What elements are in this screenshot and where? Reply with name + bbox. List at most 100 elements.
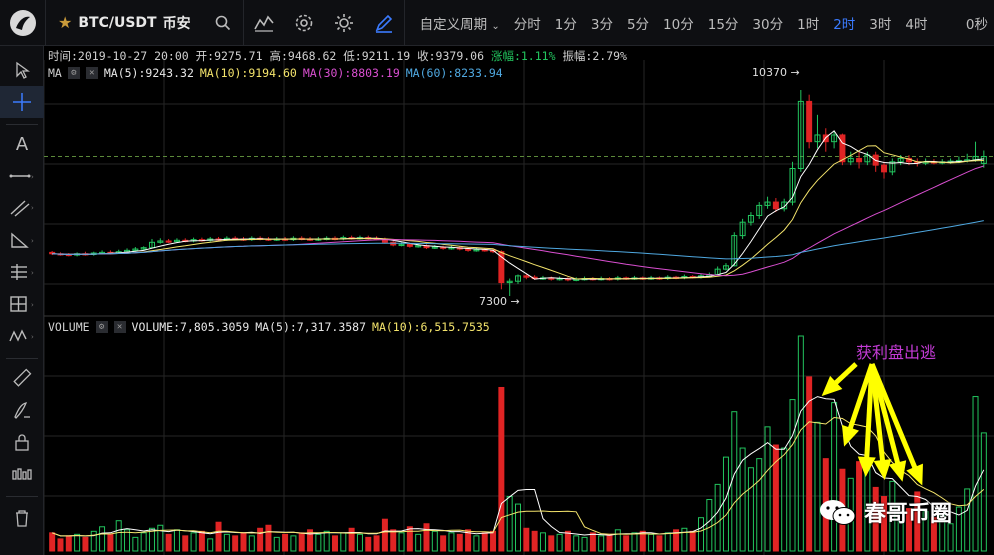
- volume-bar: [581, 536, 588, 552]
- volume-bar: [564, 530, 571, 552]
- candle: [764, 201, 771, 206]
- visibility-icon[interactable]: [0, 458, 44, 490]
- volume-bar: [157, 524, 164, 552]
- svg-text:›: ›: [31, 237, 34, 245]
- symbol-selector[interactable]: ★ BTC/USDT 币安: [46, 0, 203, 46]
- candle: [132, 248, 139, 251]
- channel-tool-icon[interactable]: ›: [0, 192, 44, 224]
- theme-icon[interactable]: [324, 0, 364, 46]
- volume-bar: [739, 447, 746, 552]
- volume-bar: [265, 524, 272, 552]
- volume-bar: [132, 536, 139, 552]
- fibonacci-tool-icon[interactable]: ›: [0, 256, 44, 288]
- candle: [431, 246, 438, 249]
- volume-bar: [182, 535, 189, 552]
- volume-bar: [722, 456, 729, 552]
- volume-bar: [406, 526, 413, 552]
- candle: [797, 100, 804, 170]
- volume-bar: [506, 495, 513, 552]
- logo-icon[interactable]: [0, 0, 46, 46]
- period-button[interactable]: 15分: [707, 16, 739, 33]
- wave-tool-icon[interactable]: ›: [0, 320, 44, 352]
- volume-bar: [972, 396, 979, 552]
- candle: [856, 157, 863, 163]
- volume-bar: [589, 532, 596, 552]
- price-chart[interactable]: [44, 46, 994, 555]
- brush-icon[interactable]: [0, 394, 44, 426]
- candle: [140, 247, 147, 250]
- close-icon[interactable]: ✕: [85, 67, 98, 79]
- volume-bar: [531, 530, 538, 552]
- chevron-down-icon: ⌄: [491, 20, 500, 32]
- volume-bar: [298, 532, 305, 552]
- triangle-tool-icon[interactable]: ›: [0, 224, 44, 256]
- candle: [157, 240, 164, 243]
- lock-icon[interactable]: [0, 426, 44, 458]
- annotation-text: 获利盘出逃: [856, 343, 937, 362]
- ohlc-info: 时间:2019-10-27 20:00 开:9275.71 高:9468.62 …: [48, 48, 627, 64]
- volume-bar: [539, 532, 546, 552]
- close-icon[interactable]: ✕: [113, 321, 126, 333]
- cursor-icon[interactable]: [0, 54, 44, 86]
- period-button[interactable]: 30分: [752, 16, 784, 33]
- volume-bar: [90, 530, 97, 552]
- period-button[interactable]: 5分: [626, 16, 650, 33]
- period-button[interactable]: 3时: [869, 16, 892, 33]
- period-button[interactable]: 4时: [905, 16, 928, 33]
- volume-bar: [706, 499, 713, 552]
- divider: [242, 0, 244, 46]
- volume-bar: [423, 523, 430, 552]
- candle: [398, 243, 405, 247]
- candle: [473, 249, 480, 252]
- volume-bar: [273, 536, 280, 552]
- arrow-icon: [869, 363, 923, 486]
- candle: [772, 201, 779, 210]
- ma30-value: MA(30):8803.19: [302, 66, 400, 80]
- period-button[interactable]: 分时: [513, 16, 541, 33]
- arrow-icon: [869, 363, 907, 482]
- text-tool-icon[interactable]: A: [15, 133, 29, 155]
- line-tool-icon[interactable]: ›: [0, 160, 44, 192]
- star-icon[interactable]: ★: [58, 13, 73, 32]
- volume-bar: [282, 533, 289, 552]
- volume-bar: [639, 530, 646, 552]
- indicator-icon[interactable]: [244, 0, 284, 46]
- candle: [731, 235, 738, 267]
- symbol-name: BTC/USDT: [78, 14, 157, 31]
- period-button-active[interactable]: 2时: [833, 16, 856, 33]
- ruler-icon[interactable]: [0, 362, 44, 394]
- volume-bar: [681, 527, 688, 552]
- trash-icon[interactable]: [0, 502, 44, 534]
- volume-bar: [215, 521, 222, 552]
- period-button[interactable]: 3分: [590, 16, 613, 33]
- volume-bar: [290, 535, 297, 552]
- crosshair-icon[interactable]: [0, 86, 44, 118]
- volume-bar: [747, 467, 754, 552]
- period-button[interactable]: 1时: [797, 16, 820, 33]
- candle: [789, 168, 796, 203]
- draw-icon[interactable]: [364, 0, 404, 46]
- candle: [739, 221, 746, 237]
- close-value: 收:9379.06: [417, 49, 485, 63]
- settings-icon[interactable]: ⚙: [67, 67, 80, 79]
- search-icon[interactable]: [203, 0, 243, 46]
- volume-bar: [872, 486, 879, 552]
- amplitude-value: 振幅:2.79%: [562, 49, 627, 63]
- measure-tool-icon[interactable]: ›: [0, 288, 44, 320]
- settings-icon[interactable]: [284, 0, 324, 46]
- volume-ma5-value: MA(5):7,317.3587: [255, 320, 367, 334]
- volume-bar: [897, 503, 904, 552]
- period-button[interactable]: 10分: [663, 16, 694, 33]
- period-button[interactable]: 1分: [554, 16, 577, 33]
- divider: [6, 496, 38, 497]
- candle: [515, 275, 521, 282]
- volume-bar: [473, 535, 480, 552]
- candle: [415, 245, 422, 248]
- volume-bar: [99, 526, 106, 552]
- custom-period-button[interactable]: 自定义周期 ⌄: [419, 16, 500, 33]
- volume-bar: [905, 508, 912, 552]
- settings-icon[interactable]: ⚙: [95, 321, 108, 333]
- volume-bar: [598, 535, 605, 552]
- volume-bar: [614, 529, 621, 552]
- watermark: 春哥币圈: [818, 496, 952, 528]
